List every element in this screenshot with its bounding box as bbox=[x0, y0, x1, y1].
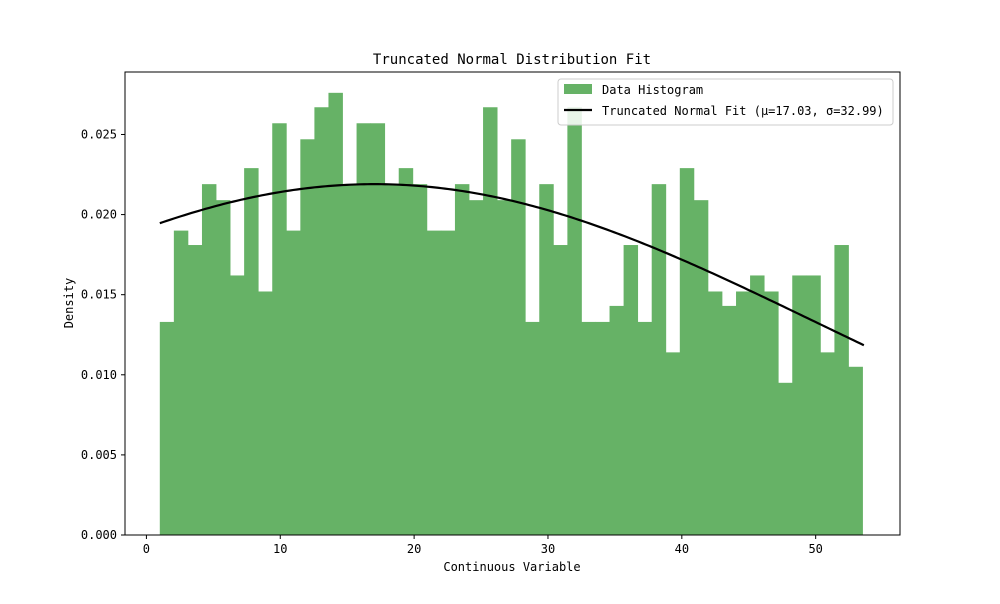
x-tick-label: 50 bbox=[808, 542, 822, 556]
histogram-bar bbox=[454, 184, 470, 535]
histogram-bar bbox=[609, 305, 624, 535]
histogram-bar bbox=[272, 123, 287, 536]
histogram-bar bbox=[314, 107, 329, 536]
plot-frame bbox=[124, 71, 901, 536]
histogram-bar bbox=[384, 184, 400, 535]
histogram-bar bbox=[201, 184, 217, 535]
histogram-bar bbox=[328, 92, 343, 535]
chart-title: Truncated Normal Distribution Fit bbox=[373, 52, 651, 68]
histogram-bar bbox=[356, 123, 372, 536]
histogram-bar bbox=[300, 139, 315, 535]
histogram-bar bbox=[820, 352, 835, 535]
histogram-bar bbox=[834, 245, 849, 535]
fit-curve bbox=[159, 183, 865, 347]
histogram-bar bbox=[525, 321, 540, 535]
histogram-bar bbox=[764, 291, 779, 535]
legend-box bbox=[557, 78, 894, 126]
histogram-bar bbox=[623, 245, 639, 535]
histogram-bar bbox=[806, 275, 821, 535]
histogram-bar bbox=[216, 200, 231, 536]
histogram-bar bbox=[665, 352, 681, 535]
legend: Data Histogram Truncated Normal Fit (μ=1… bbox=[557, 78, 894, 126]
y-tick-label: 0.010 bbox=[81, 368, 117, 382]
histogram-bar bbox=[679, 168, 695, 535]
histogram-bar bbox=[173, 230, 189, 535]
x-tick-label: 10 bbox=[273, 542, 287, 556]
histogram-bar bbox=[412, 184, 428, 535]
y-tick-label: 0.005 bbox=[81, 448, 117, 462]
histogram-bar bbox=[707, 291, 723, 535]
histogram-bar bbox=[440, 230, 456, 535]
histogram-bar bbox=[693, 200, 709, 536]
histogram-bar bbox=[230, 275, 245, 535]
x-axis-label: Continuous Variable bbox=[443, 560, 580, 574]
histogram-bar bbox=[159, 321, 175, 535]
histogram-bar bbox=[721, 305, 737, 535]
histogram-bar bbox=[483, 107, 498, 536]
histogram-bar bbox=[342, 184, 357, 535]
histogram-bar bbox=[750, 275, 765, 535]
histogram-bar bbox=[539, 184, 554, 535]
histogram-bar bbox=[581, 321, 596, 535]
histogram-bar bbox=[778, 382, 793, 535]
x-axis-ticks: 0 10 20 30 40 50 bbox=[143, 535, 823, 556]
histogram-bar bbox=[426, 230, 442, 535]
y-tick-label: 0.015 bbox=[81, 288, 117, 302]
y-axis-label: Density bbox=[62, 278, 76, 329]
histogram-bar bbox=[553, 245, 568, 535]
legend-label-fit: Truncated Normal Fit (μ=17.03, σ=32.99) bbox=[602, 104, 884, 118]
histogram-bar bbox=[511, 139, 526, 535]
x-tick-label: 30 bbox=[541, 542, 555, 556]
legend-label-histogram: Data Histogram bbox=[602, 83, 703, 97]
y-tick-label: 0.020 bbox=[81, 208, 117, 222]
histogram-bar bbox=[258, 291, 273, 535]
histogram-bar bbox=[848, 366, 863, 535]
histogram-bar bbox=[736, 291, 751, 535]
histogram-bar bbox=[497, 200, 512, 536]
x-tick-label: 20 bbox=[407, 542, 421, 556]
histogram-bar bbox=[286, 230, 301, 535]
histogram-bar bbox=[595, 321, 610, 535]
histogram-bar bbox=[567, 107, 582, 536]
x-tick-label: 0 bbox=[143, 542, 150, 556]
histogram-bar bbox=[637, 321, 653, 535]
y-tick-label: 0.000 bbox=[81, 528, 117, 542]
histogram-bar bbox=[370, 123, 386, 536]
histogram-bar bbox=[468, 200, 484, 536]
y-tick-label: 0.025 bbox=[81, 127, 117, 141]
histogram-bar bbox=[398, 168, 414, 535]
histogram-bar bbox=[187, 245, 203, 535]
histogram-bar bbox=[651, 184, 667, 535]
x-tick-label: 40 bbox=[675, 542, 689, 556]
histogram-bar bbox=[792, 275, 807, 535]
y-axis-ticks: 0.000 0.005 0.010 0.015 0.020 0.025 bbox=[81, 127, 125, 542]
legend-swatch-histogram bbox=[564, 84, 592, 94]
histogram-bar bbox=[244, 168, 259, 535]
histogram-bars bbox=[159, 92, 863, 536]
